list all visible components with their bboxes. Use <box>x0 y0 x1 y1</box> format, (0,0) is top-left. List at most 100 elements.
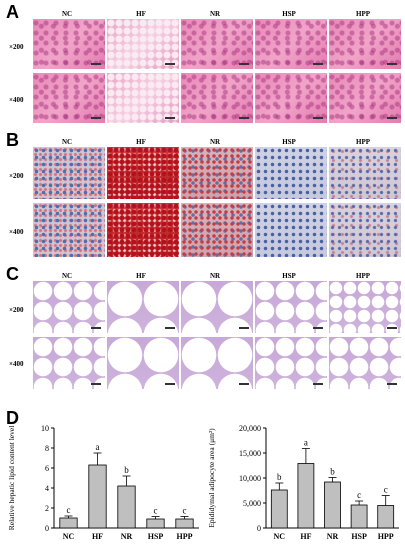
y-tick-label: 20,000 <box>239 424 261 433</box>
y-tick-label: 0 <box>45 524 49 533</box>
micrograph-b-nc-200 <box>32 146 106 200</box>
significance-letter: c <box>67 505 71 515</box>
row-label-b-200: ×200 <box>9 172 24 180</box>
micrograph-b-hf-200 <box>106 146 180 200</box>
significance-letter: c <box>384 485 388 495</box>
bar-nr <box>117 485 136 529</box>
col-label-hpp: HPP <box>356 10 370 18</box>
col-label-nr: NR <box>209 10 221 18</box>
x-tick-label: HF <box>92 532 103 541</box>
col-label-nc: NC <box>61 10 73 18</box>
micrograph-a-hsp-200 <box>254 18 328 70</box>
micrograph-c-hsp-200 <box>254 280 328 334</box>
y-tick-label: 10,000 <box>239 474 261 483</box>
col-label-b-hsp: HSP <box>282 138 296 146</box>
y-tick-label: 10 <box>41 424 49 433</box>
x-tick-label: NR <box>327 532 339 541</box>
panel-label-c: C <box>6 264 19 284</box>
col-label-c-nr: NR <box>209 272 221 280</box>
micrograph-a-hpp-400 <box>328 72 402 124</box>
col-label-b-nc: NC <box>61 138 73 146</box>
bar-hsp <box>146 518 165 529</box>
micrograph-c-nc-400 <box>32 336 106 390</box>
micrograph-b-hpp-200 <box>328 146 402 200</box>
bar-hpp <box>377 505 395 529</box>
col-label-b-hpp: HPP <box>356 138 370 146</box>
col-label-c-nc: NC <box>61 272 73 280</box>
y-tick-label: 4 <box>45 484 49 493</box>
micrograph-a-nc-200 <box>32 18 106 70</box>
row-label-c-400: ×400 <box>9 360 24 368</box>
micrograph-b-hpp-400 <box>328 202 402 258</box>
x-tick-label: HPP <box>177 532 193 541</box>
micrograph-b-nr-200 <box>180 146 254 200</box>
bar-nc <box>270 489 288 529</box>
significance-letter: a <box>96 442 100 452</box>
panel-label-d: D <box>6 408 19 428</box>
bar-hf <box>297 463 315 529</box>
col-label-b-nr: NR <box>209 138 221 146</box>
significance-letter: b <box>124 465 129 475</box>
col-label-hsp: HSP <box>282 10 296 18</box>
significance-letter: c <box>154 506 158 516</box>
micrograph-a-nc-400 <box>32 72 106 124</box>
y-tick-label: 2 <box>45 504 49 513</box>
col-label-c-hpp: HPP <box>356 272 370 280</box>
y-tick-label: 0 <box>257 524 261 533</box>
chart-adipocyte-area: 0 5,000 10,000 15,000 20,000 Epididymal adipo… <box>207 424 399 541</box>
x-tick-label: NR <box>121 532 133 541</box>
micrograph-c-hpp-400 <box>328 336 402 390</box>
x-tick-label: HSP <box>148 532 164 541</box>
micrograph-b-hf-400 <box>106 202 180 258</box>
x-tick-label: HPP <box>378 532 394 541</box>
x-tick-label: NC <box>274 532 286 541</box>
micrograph-a-hsp-400 <box>254 72 328 124</box>
micrograph-a-hpp-200 <box>328 18 402 70</box>
significance-letter: a <box>304 438 308 448</box>
bar-nr <box>324 481 341 529</box>
micrograph-c-hf-200 <box>106 280 180 334</box>
y-tick-label: 6 <box>45 464 49 473</box>
row-label-a-200: ×200 <box>9 43 24 51</box>
bar-nc <box>59 517 78 529</box>
x-tick-label: HSP <box>351 532 367 541</box>
bar-hf <box>88 464 107 529</box>
micrograph-b-nc-400 <box>32 202 106 258</box>
y-tick-label: 8 <box>45 444 49 453</box>
x-tick-label: NC <box>63 532 75 541</box>
y-axis-label: Relative hepatic lipid content level <box>7 426 16 531</box>
significance-letter: b <box>330 467 335 477</box>
row-label-b-400: ×400 <box>9 228 24 236</box>
micrograph-c-hpp-200 <box>328 280 402 334</box>
micrograph-a-nr-400 <box>180 72 254 124</box>
micrograph-a-hf-400 <box>106 72 180 124</box>
micrograph-c-nr-400 <box>180 336 254 390</box>
micrograph-c-hsp-400 <box>254 336 328 390</box>
micrograph-c-nc-200 <box>32 280 106 334</box>
panel-label-b: B <box>6 130 19 150</box>
micrograph-c-hf-400 <box>106 336 180 390</box>
micrograph-c-nr-200 <box>180 280 254 334</box>
micrograph-b-nr-400 <box>180 202 254 258</box>
micrograph-a-hf-200 <box>106 18 180 70</box>
bar-hsp <box>350 504 368 529</box>
row-label-a-400: ×400 <box>9 96 24 104</box>
panel-label-a: A <box>6 2 19 22</box>
micrograph-a-nr-200 <box>180 18 254 70</box>
col-label-c-hsp: HSP <box>282 272 296 280</box>
col-label-c-hf: HF <box>136 272 146 280</box>
y-tick-label: 5,000 <box>243 499 261 508</box>
col-label-hf: HF <box>136 10 146 18</box>
row-label-c-200: ×200 <box>9 306 24 314</box>
micrograph-b-hsp-400 <box>254 202 328 258</box>
y-tick-label: 15,000 <box>239 449 261 458</box>
significance-letter: b <box>277 472 282 482</box>
micrograph-b-hsp-200 <box>254 146 328 200</box>
y-axis-label: Epididymal adipocyte area (μm²) <box>207 428 216 528</box>
significance-letter: c <box>183 506 187 516</box>
significance-letter: c <box>357 490 361 500</box>
chart-hepatic-lipid: 0 2 4 6 8 10 Relative hepatic lipid content le… <box>7 424 199 541</box>
col-label-b-hf: HF <box>136 138 146 146</box>
bar-hpp <box>175 518 194 529</box>
x-tick-label: HF <box>300 532 311 541</box>
